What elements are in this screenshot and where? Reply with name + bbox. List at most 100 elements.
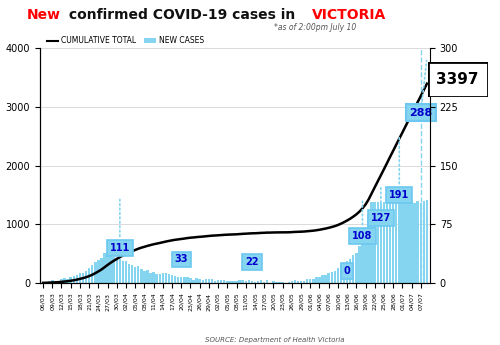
Bar xyxy=(290,281,293,283)
Bar xyxy=(88,268,90,283)
FancyBboxPatch shape xyxy=(428,62,488,97)
Bar xyxy=(340,265,342,283)
Bar xyxy=(70,277,72,283)
Bar xyxy=(192,280,195,283)
Bar xyxy=(306,279,308,283)
Bar xyxy=(266,280,268,283)
Bar xyxy=(275,282,278,283)
Bar xyxy=(208,279,210,283)
Bar xyxy=(134,267,136,283)
Bar xyxy=(143,271,146,283)
Bar xyxy=(66,279,69,283)
Bar xyxy=(72,276,75,283)
Bar xyxy=(140,269,142,283)
Text: 127: 127 xyxy=(370,186,391,223)
Bar xyxy=(146,270,148,283)
Text: 111: 111 xyxy=(110,199,130,253)
Bar xyxy=(236,282,238,283)
Bar xyxy=(349,259,352,283)
Bar xyxy=(386,202,388,283)
Bar xyxy=(152,272,155,283)
Bar xyxy=(97,260,100,283)
Bar xyxy=(309,279,312,283)
Bar xyxy=(223,280,226,283)
Bar xyxy=(250,281,253,283)
Bar xyxy=(150,273,152,283)
Bar xyxy=(204,279,207,283)
Bar xyxy=(131,265,134,283)
Bar xyxy=(91,265,94,283)
Text: 22: 22 xyxy=(245,257,258,267)
Bar xyxy=(343,263,345,283)
Bar xyxy=(78,273,81,283)
Bar xyxy=(248,280,250,283)
Bar xyxy=(226,281,228,283)
Bar xyxy=(395,201,398,283)
Bar xyxy=(57,281,59,283)
Text: 108: 108 xyxy=(352,201,372,241)
Bar xyxy=(318,277,320,283)
Bar xyxy=(272,282,274,283)
Bar xyxy=(128,264,130,283)
Bar xyxy=(180,277,182,283)
Bar xyxy=(401,203,404,283)
Bar xyxy=(112,257,115,283)
Bar xyxy=(214,280,216,283)
Bar xyxy=(64,278,66,283)
Bar xyxy=(45,282,48,283)
Bar xyxy=(82,273,84,283)
Bar xyxy=(376,202,379,283)
Bar xyxy=(198,279,201,283)
Bar xyxy=(116,258,118,283)
Bar xyxy=(260,280,262,283)
Text: 191: 191 xyxy=(389,136,409,200)
Bar xyxy=(177,277,180,283)
Legend: CUMULATIVE TOTAL, NEW CASES: CUMULATIVE TOTAL, NEW CASES xyxy=(44,33,207,48)
Bar xyxy=(168,274,170,283)
Bar xyxy=(217,280,220,283)
Bar xyxy=(288,282,290,283)
Bar xyxy=(398,202,400,283)
Bar xyxy=(300,281,302,283)
Bar xyxy=(426,200,428,283)
Bar xyxy=(410,201,413,283)
Bar xyxy=(54,281,56,283)
Bar xyxy=(242,279,244,283)
Text: confirmed COVID-19 cases in: confirmed COVID-19 cases in xyxy=(64,8,300,22)
Bar xyxy=(110,254,112,283)
Bar xyxy=(106,252,109,283)
Bar xyxy=(76,275,78,283)
Bar xyxy=(238,280,241,283)
Text: *as of 2:00pm July 10: *as of 2:00pm July 10 xyxy=(274,22,356,31)
Bar xyxy=(416,201,419,283)
Bar xyxy=(257,281,260,283)
Bar xyxy=(414,203,416,283)
Bar xyxy=(380,204,382,283)
Bar xyxy=(312,279,314,283)
Bar xyxy=(392,202,394,283)
Text: 33: 33 xyxy=(174,255,188,264)
Bar xyxy=(254,282,256,283)
Bar xyxy=(358,246,360,283)
Bar xyxy=(330,272,333,283)
Bar xyxy=(158,274,161,283)
Bar xyxy=(189,277,192,283)
Bar xyxy=(355,253,358,283)
Bar xyxy=(174,276,176,283)
Bar xyxy=(346,260,348,283)
Bar xyxy=(94,262,96,283)
Bar xyxy=(118,259,121,283)
Bar xyxy=(42,282,44,283)
Bar xyxy=(422,201,425,283)
Bar xyxy=(336,268,339,283)
Bar xyxy=(202,280,204,283)
Bar xyxy=(162,274,164,283)
Bar xyxy=(322,275,324,283)
Text: 288: 288 xyxy=(409,60,432,118)
Bar xyxy=(408,201,410,283)
Bar xyxy=(125,262,127,283)
Text: 0: 0 xyxy=(344,266,350,283)
Text: SOURCE: Department of Health Victoria: SOURCE: Department of Health Victoria xyxy=(206,336,345,343)
Bar xyxy=(85,271,87,283)
Bar xyxy=(368,215,370,283)
